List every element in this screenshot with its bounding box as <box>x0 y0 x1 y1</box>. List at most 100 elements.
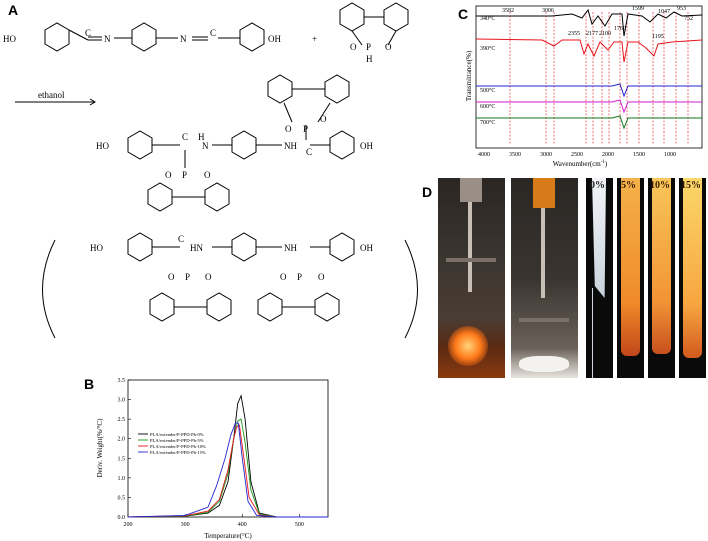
ftir-line-700 <box>476 115 702 130</box>
ftir-ylabel: Transmittance(%) <box>465 50 473 101</box>
scheme-p-2: P <box>303 124 308 134</box>
ftir-xtick: 3000 <box>540 152 552 158</box>
ftir-peak-2177: 2177 <box>586 31 598 37</box>
dtg-xtick-label: 400 <box>238 522 247 528</box>
dtg-series-line-2 <box>127 424 328 518</box>
scheme-h-2: H <box>198 132 205 142</box>
ftir-line-500 <box>476 83 702 98</box>
scheme-oh-3: OH <box>360 243 373 253</box>
dtg-series-line-1 <box>127 418 328 518</box>
reaction-scheme: HO C N N C OH + P O O H ethanol O P O HO… <box>3 2 418 339</box>
ftir-peak-1195: 1195 <box>652 34 664 40</box>
sample-label-0: 0% <box>590 180 605 191</box>
ftir-xlabel: Wavenumber(cm-1) <box>553 160 608 168</box>
ftir-line-340 <box>476 8 703 37</box>
dtg-ytick-label: 0.0 <box>118 515 126 521</box>
scheme-o-8: O <box>205 272 212 282</box>
scheme-ethanol: ethanol <box>38 90 65 100</box>
ftir-temp-500: 500°C <box>480 87 495 94</box>
scheme-o-5: O <box>165 170 172 180</box>
scheme-c-5: C <box>178 234 184 244</box>
scheme-c-3: C <box>182 132 188 142</box>
sample-photo-0: 0% <box>586 178 613 378</box>
panel-label-a: A <box>8 2 19 18</box>
scheme-p-1: P <box>366 42 371 52</box>
photo-clamp <box>533 178 555 208</box>
scheme-o-3: O <box>285 124 292 134</box>
scheme-p-3: P <box>182 170 187 180</box>
ftir-peak-3006: 3006 <box>542 8 554 14</box>
scheme-o-10: O <box>318 272 325 282</box>
ftir-peak-953: 953 <box>677 6 686 12</box>
scheme-p-4: P <box>185 272 190 282</box>
scheme-o-6: O <box>204 170 211 180</box>
scheme-n-2: N <box>180 34 187 44</box>
photo-ash <box>519 356 569 372</box>
ftir-peak-2355: 2355 <box>568 31 580 37</box>
scheme-oh-1: OH <box>268 34 281 44</box>
sample-strip <box>621 178 640 356</box>
dtg-xtick-label: 200 <box>124 522 133 528</box>
photo-flame <box>448 326 488 366</box>
dtg-xtick-label: 300 <box>181 522 190 528</box>
ftir-line-600 <box>476 99 702 114</box>
ftir-temp-700: 700°C <box>480 119 495 126</box>
ftir-xtick: 4000 <box>478 152 490 158</box>
dtg-series-line-0 <box>127 394 328 518</box>
ftir-xtick: 2500 <box>571 152 583 158</box>
scheme-p-5: P <box>297 272 302 282</box>
ftir-temp-390: 390°C <box>480 45 495 52</box>
panel-label-c: C <box>458 6 469 22</box>
scheme-o-7: O <box>168 272 175 282</box>
dtg-plot-frame <box>127 379 329 518</box>
ftir-xtick: 1500 <box>633 152 645 158</box>
ftir-chart: 340°C 390°C 500°C 600°C 700°C 3582 3006 … <box>465 5 703 168</box>
ftir-peak-1760: 1760 <box>614 26 626 32</box>
scheme-n-3: N <box>202 141 209 151</box>
scheme-o-9: O <box>280 272 287 282</box>
sample-label-10: 10% <box>650 180 670 191</box>
scheme-o-1: O <box>385 42 392 52</box>
photo-rod <box>468 202 472 292</box>
photo-stand <box>519 318 569 322</box>
ftir-peak-2100: 2100 <box>599 31 611 37</box>
photo-rod <box>541 208 545 298</box>
scheme-h-1: H <box>366 54 373 64</box>
ftir-plot-frame <box>475 5 703 149</box>
dtg-ytick-label: 2.5 <box>118 417 126 423</box>
photo-stand <box>446 258 496 262</box>
scheme-n-1: N <box>104 34 111 44</box>
scheme-nh-2: NH <box>284 243 297 253</box>
sample-photo-15: 15% <box>679 178 706 378</box>
dtg-ytick-label: 1.5 <box>118 456 126 462</box>
ftir-temp-340: 340°C <box>480 15 495 22</box>
dtg-ylabel: Deriv. Weight(%/°C) <box>96 418 104 477</box>
photo-burning-b <box>511 178 578 378</box>
ftir-xtick: 2000 <box>602 152 614 158</box>
sample-photo-5: 5% <box>617 178 644 378</box>
dtg-ytick-label: 3.0 <box>118 398 126 404</box>
panel-label-d: D <box>422 184 433 200</box>
scheme-ho-3: HO <box>90 243 103 253</box>
scheme-oh-2: OH <box>360 141 373 151</box>
ftir-line-390 <box>475 38 703 63</box>
sample-drip <box>592 288 601 378</box>
scheme-o-4: O <box>320 114 327 124</box>
scheme-o-2: O <box>350 42 357 52</box>
ftir-peak-1047: 1047 <box>658 9 670 15</box>
dtg-legend-label-0: PLA/extender/P-PPD-Ph-0% <box>150 432 204 437</box>
ftir-xtick: 3500 <box>509 152 521 158</box>
ftir-temp-600: 600°C <box>480 103 495 110</box>
scheme-c-4: C <box>306 147 312 157</box>
scheme-plus: + <box>312 34 317 44</box>
scheme-ho-1: HO <box>3 34 16 44</box>
sample-strip <box>683 178 702 358</box>
dtg-xlabel: Temperature(°C) <box>204 532 252 540</box>
sample-strip <box>652 178 671 354</box>
dtg-chart: 0.0 0.5 1.0 1.5 2.0 2.5 3.0 3.5 200 300 400 500 PL… <box>96 378 329 540</box>
sample-label-5: 5% <box>621 180 636 191</box>
panel-label-b: B <box>84 376 95 392</box>
photo-clamp <box>460 178 482 202</box>
dtg-legend-label-3: PLA/extender/P-PPD-Ph-15% <box>150 450 206 455</box>
dtg-ytick-label: 3.5 <box>118 378 126 384</box>
